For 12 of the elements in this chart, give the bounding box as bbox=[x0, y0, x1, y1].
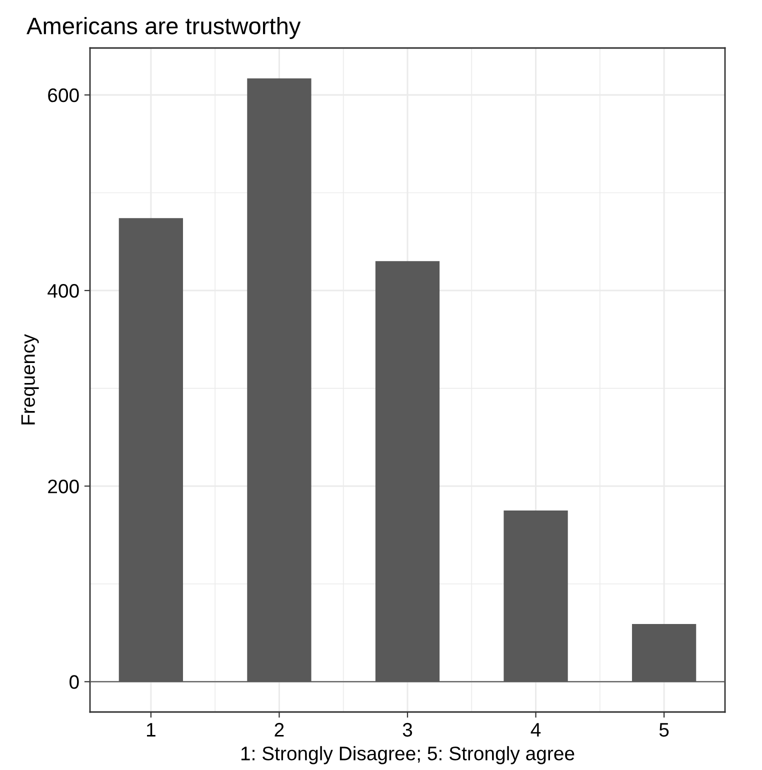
y-tick-label: 0 bbox=[70, 675, 79, 689]
x-tick-label: 5 bbox=[659, 723, 669, 737]
x-tick-label: 1 bbox=[147, 723, 156, 737]
y-tick-label: 200 bbox=[48, 480, 79, 494]
x-tick-label: 4 bbox=[530, 723, 541, 737]
y-tick-label: 400 bbox=[48, 284, 79, 298]
y-axis-title: Frequency bbox=[21, 334, 39, 424]
y-tick-label: 600 bbox=[48, 88, 79, 102]
x-tick-label: 3 bbox=[402, 722, 412, 737]
chart-title: Americans are trustworthy bbox=[26, 17, 301, 40]
x-axis-title: 1: Strongly Disagree; 5: Strongly agree bbox=[241, 746, 574, 764]
x-tick-label: 2 bbox=[274, 722, 284, 737]
